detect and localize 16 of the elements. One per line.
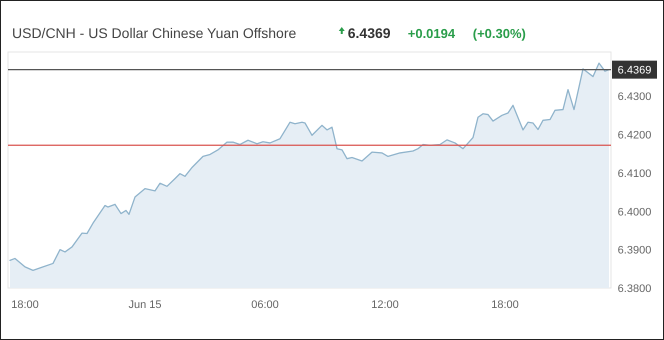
y-tick-label: 6.4100	[618, 168, 652, 180]
y-tick-label: 6.4000	[618, 206, 652, 218]
x-tick-label: 06:00	[251, 299, 279, 311]
y-tick-label: 6.3800	[618, 283, 652, 295]
y-tick-label: 6.3900	[618, 244, 652, 257]
x-tick-label: 18:00	[491, 299, 519, 311]
x-tick-label: 12:00	[371, 299, 399, 311]
x-tick-label: Jun 15	[128, 299, 162, 311]
text: 6.4369	[348, 25, 391, 41]
y-tick-label: 6.4300	[618, 91, 652, 104]
chart-title: USD/CNH - US Dollar Chinese Yuan Offshore	[12, 25, 296, 41]
x-tick-label: 18:00	[11, 299, 39, 311]
text: (+0.30%)	[472, 26, 526, 41]
y-tick-label: 6.4200	[618, 130, 652, 142]
ref-line-label: 6.4369	[618, 64, 652, 77]
text: +0.0194	[408, 26, 456, 41]
